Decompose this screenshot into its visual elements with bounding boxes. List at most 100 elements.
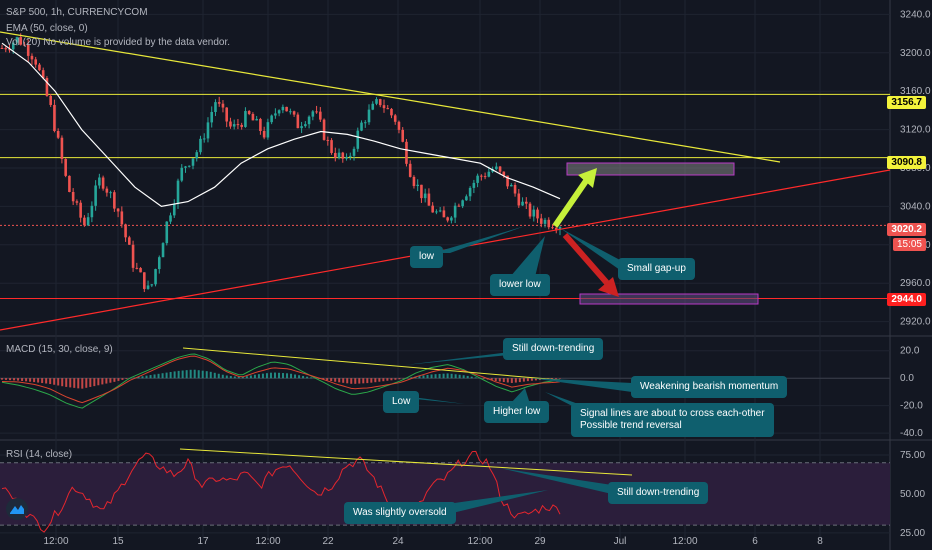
candle <box>64 159 67 176</box>
candle <box>416 184 419 187</box>
candle <box>8 49 11 51</box>
rsi-trendline <box>179 448 633 476</box>
x-tick-label: 29 <box>534 536 546 547</box>
candle <box>83 217 86 226</box>
candle <box>116 208 120 212</box>
volume-legend[interactable]: Vol (20) No volume is provided by the da… <box>6 37 231 48</box>
arrow-down-shaft <box>562 233 610 285</box>
candle <box>225 107 228 122</box>
countdown-tag: 15:05 <box>892 238 926 251</box>
y-tick-label: 0.0 <box>900 373 914 384</box>
candle <box>510 184 513 187</box>
x-tick-label: 22 <box>322 536 334 547</box>
candle <box>502 171 506 176</box>
candle <box>521 201 524 206</box>
price-tag-support: 2944.0 <box>887 293 926 306</box>
trendline-descending <box>0 31 781 163</box>
candle <box>378 99 382 106</box>
candle <box>348 155 352 157</box>
candle <box>427 193 431 206</box>
candle <box>26 44 30 56</box>
ema-line-path <box>1 42 561 208</box>
candle <box>289 111 292 113</box>
candles <box>0 33 562 293</box>
x-tick-label: Jul <box>614 536 627 547</box>
macd-trendline <box>182 347 561 381</box>
candle <box>408 163 412 177</box>
candle <box>517 193 521 206</box>
rsi-legend[interactable]: RSI (14, close) <box>6 449 73 460</box>
candle <box>4 48 8 50</box>
x-tick-label: 12:00 <box>672 536 697 547</box>
y-tick-label: 3160.0 <box>900 86 931 97</box>
x-tick-label: 6 <box>752 536 758 547</box>
candle <box>292 111 296 115</box>
candle <box>551 227 554 229</box>
candle <box>334 152 337 158</box>
candle <box>539 218 543 224</box>
candle <box>274 113 277 116</box>
candle <box>236 124 240 126</box>
candle <box>330 140 333 153</box>
logo-icon <box>10 505 24 514</box>
price-tag-upper: 3156.7 <box>887 96 926 109</box>
callout-higher-low: Higher low <box>484 401 550 423</box>
candle <box>536 209 539 219</box>
candle <box>217 102 221 104</box>
candle <box>363 122 367 124</box>
candle <box>506 175 509 187</box>
candle <box>34 59 38 65</box>
pointer-weakening <box>530 378 632 392</box>
candle <box>360 122 363 131</box>
candle <box>30 55 34 60</box>
candle <box>49 95 52 105</box>
candle <box>270 115 273 123</box>
candle <box>397 121 401 130</box>
candle <box>393 115 397 122</box>
candle <box>176 180 180 204</box>
callout-signal-line-1: Signal lines are about to cross each-oth… <box>580 408 765 419</box>
candle <box>390 108 393 116</box>
candle <box>352 148 356 156</box>
candle <box>532 209 536 217</box>
candle <box>247 111 251 114</box>
candle <box>367 109 371 123</box>
candle <box>0 48 4 49</box>
candle <box>120 211 124 225</box>
y-tick-label: 2920.0 <box>900 317 931 328</box>
candle <box>547 219 551 228</box>
candle <box>296 114 300 129</box>
candle <box>480 175 483 177</box>
y-axis-labels: 2920.02960.03000.03040.03080.03120.03160… <box>900 9 931 538</box>
target-box-down <box>579 293 759 305</box>
candle <box>199 138 202 153</box>
symbol-legend[interactable]: S&P 500, 1h, CURRENCYCOM <box>6 7 148 18</box>
pointer-low <box>433 226 525 253</box>
target-box-up <box>566 162 735 176</box>
candle <box>285 106 288 112</box>
candle <box>371 103 375 110</box>
candle <box>315 111 318 113</box>
candle <box>543 219 547 224</box>
candle <box>251 113 255 121</box>
candle <box>105 188 109 193</box>
y-tick-label: 3040.0 <box>900 201 931 212</box>
candle <box>15 37 19 43</box>
ema-legend[interactable]: EMA (50, close, 0) <box>6 23 88 34</box>
callout-rsi-down-trending: Still down-trending <box>608 482 709 504</box>
candle <box>150 284 154 286</box>
y-tick-label: 75.00 <box>900 450 925 461</box>
x-tick-label: 8 <box>817 536 823 547</box>
pointer-lower-low <box>510 236 545 277</box>
candle <box>472 182 476 188</box>
candle <box>476 175 479 183</box>
candle <box>94 185 97 206</box>
candle <box>468 187 472 197</box>
tradingview-logo[interactable] <box>6 498 28 520</box>
candle <box>423 193 427 199</box>
candle <box>326 139 330 141</box>
candle <box>487 171 491 177</box>
macd-legend[interactable]: MACD (15, 30, close, 9) <box>6 344 113 355</box>
candle <box>131 244 135 268</box>
